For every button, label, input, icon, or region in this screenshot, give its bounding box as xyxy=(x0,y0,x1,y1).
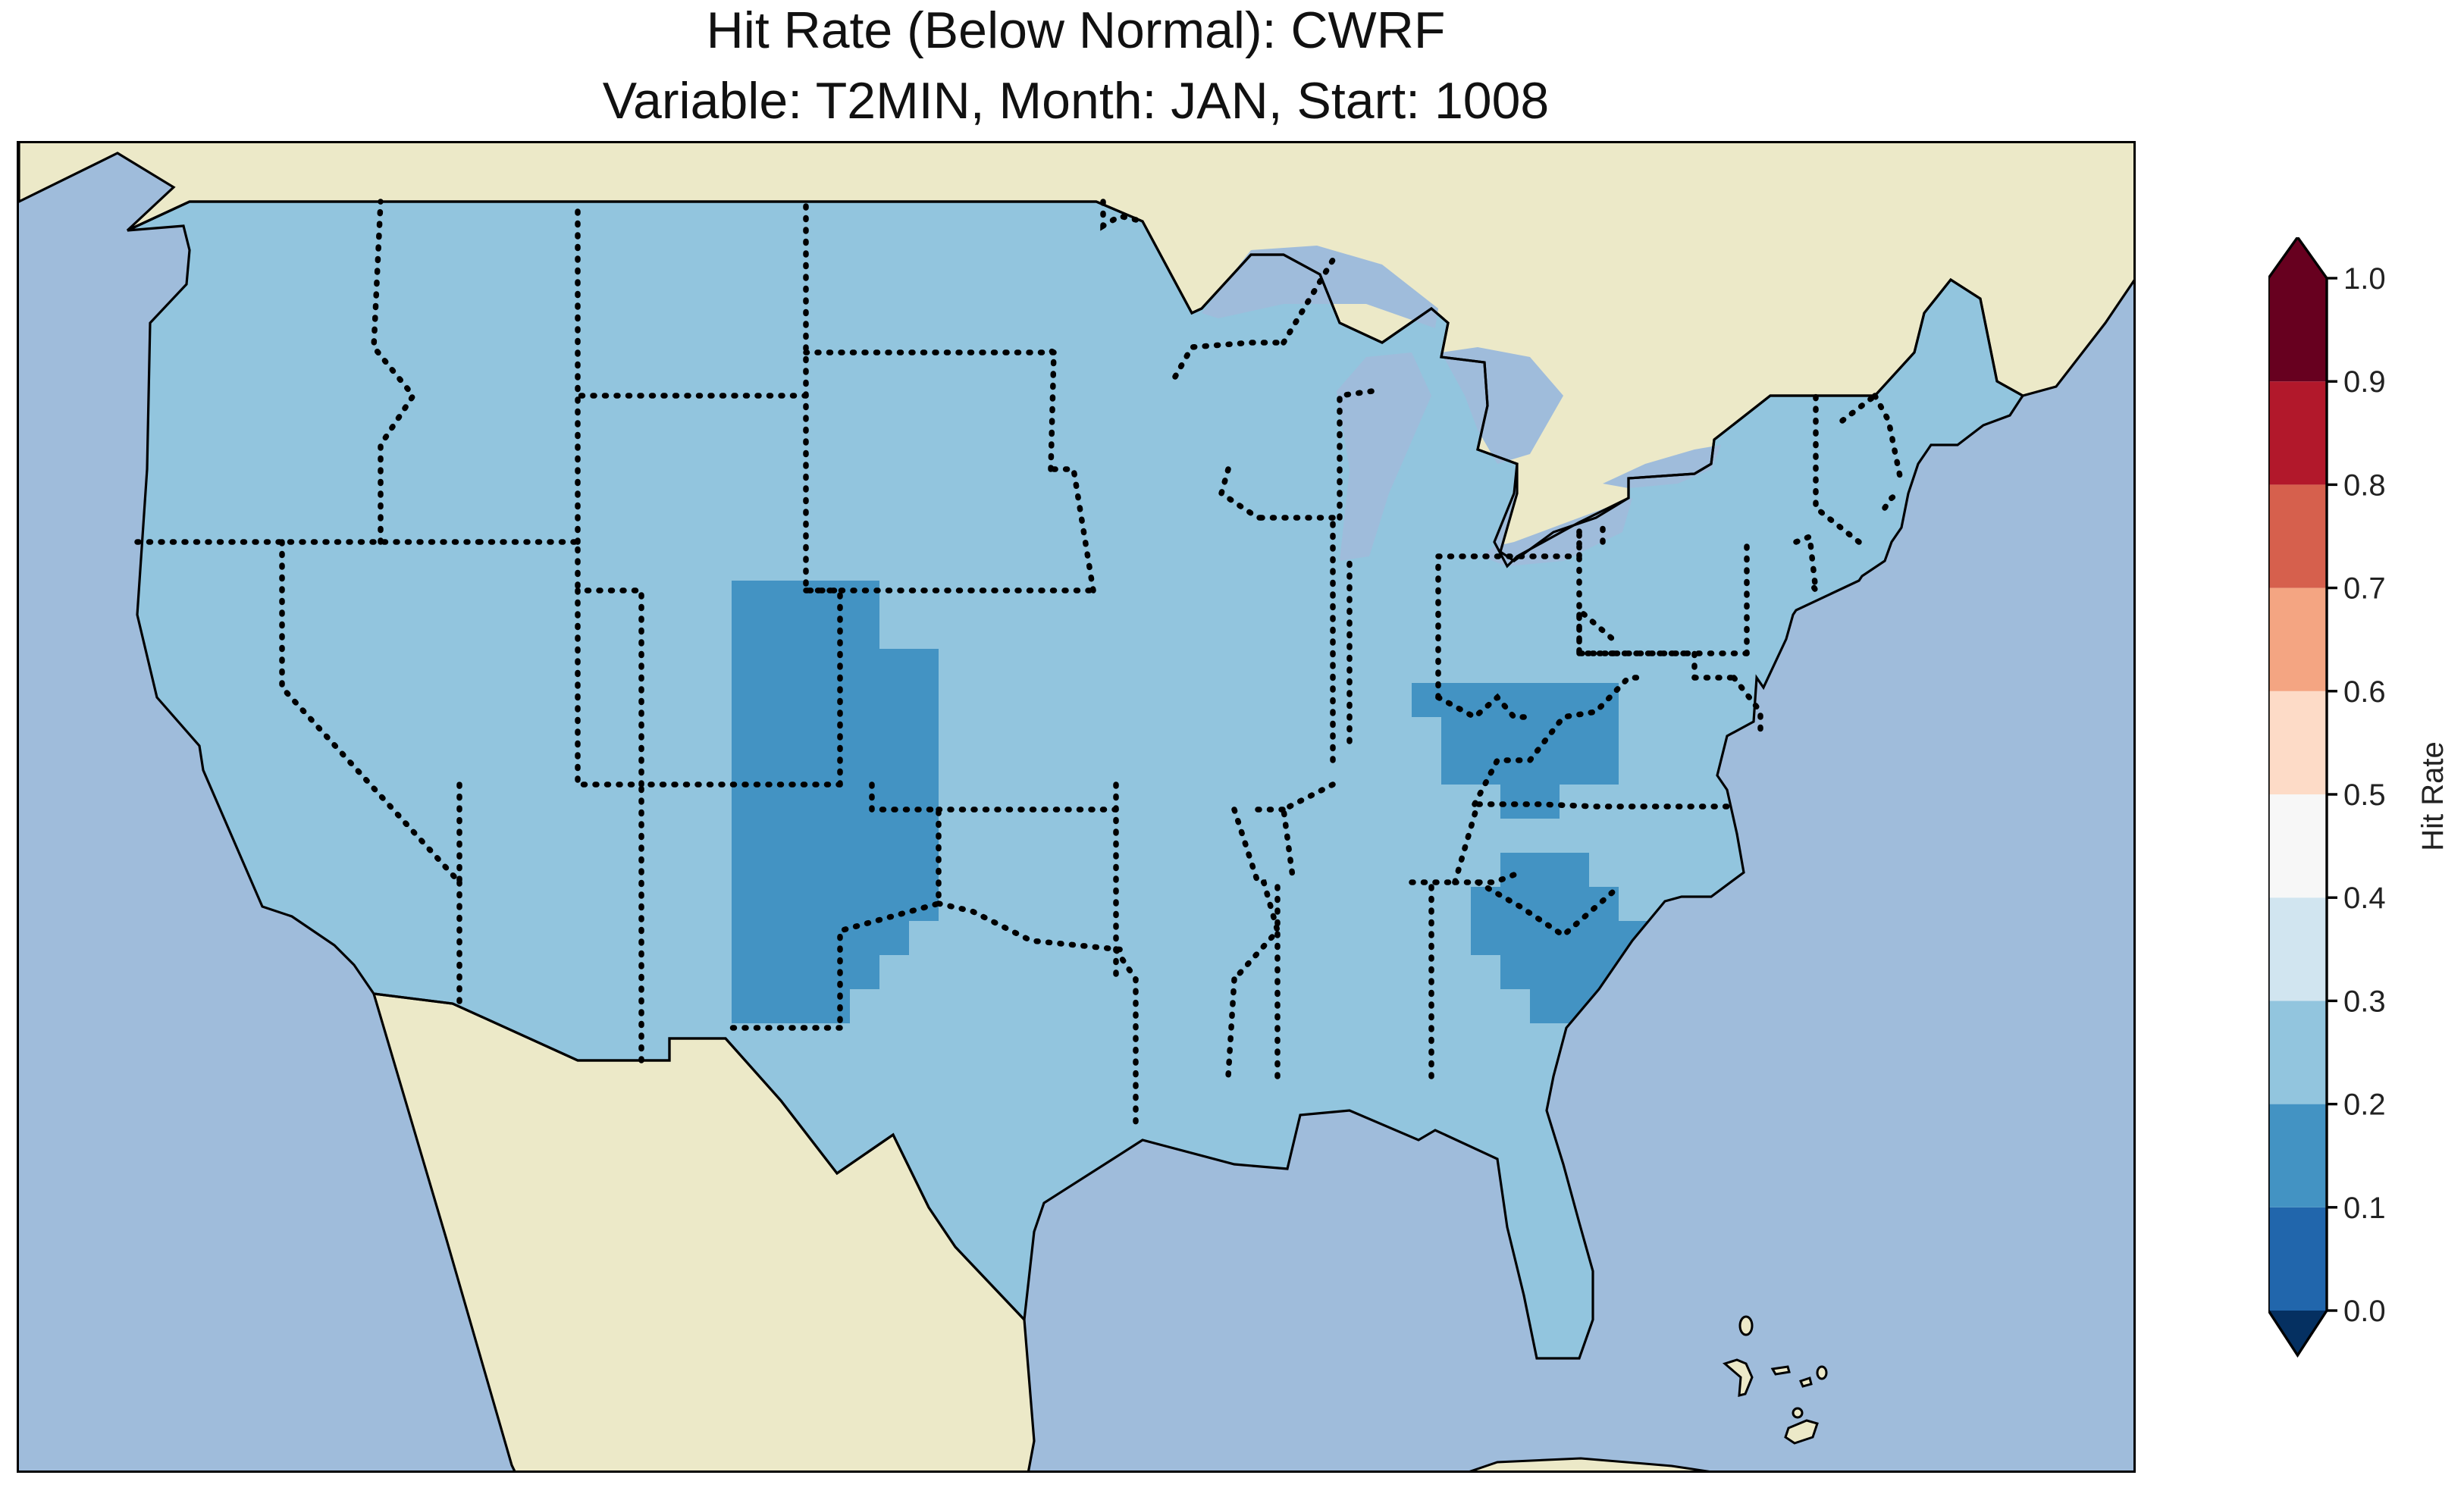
svg-text:0.6: 0.6 xyxy=(2343,675,2386,709)
svg-text:0.1: 0.1 xyxy=(2343,1192,2386,1225)
svg-text:0.5: 0.5 xyxy=(2343,778,2386,812)
svg-text:0.7: 0.7 xyxy=(2343,572,2386,606)
svg-text:0.9: 0.9 xyxy=(2343,365,2386,399)
svg-text:0.3: 0.3 xyxy=(2343,985,2386,1018)
svg-text:1.0: 1.0 xyxy=(2343,262,2386,296)
svg-text:0.0: 0.0 xyxy=(2343,1295,2386,1328)
svg-text:0.8: 0.8 xyxy=(2343,468,2386,502)
svg-text:0.2: 0.2 xyxy=(2343,1088,2386,1122)
svg-text:Hit Rate: Hit Rate xyxy=(2416,741,2450,851)
svg-text:0.4: 0.4 xyxy=(2343,882,2386,915)
